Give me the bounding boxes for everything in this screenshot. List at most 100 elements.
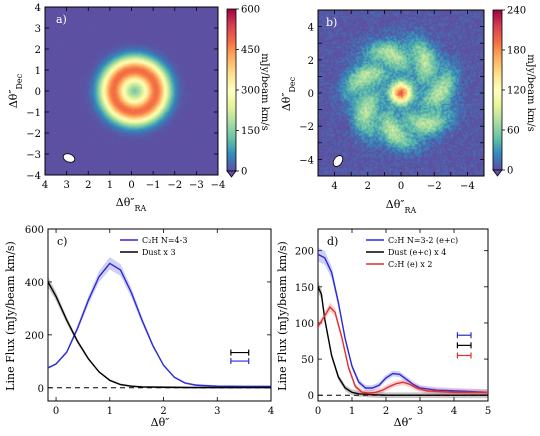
panel-a-beam xyxy=(62,153,76,163)
legend-label-dust-ec: Dust (e+c) x 4 xyxy=(388,248,446,257)
legend-label-c2h-32: C₂H N=3-2 (e+c) xyxy=(388,236,458,245)
panel-a-ylabel: Δθ″Dec xyxy=(7,73,24,108)
x-tick-label: −1 xyxy=(146,180,161,191)
y-tick-label: 2 xyxy=(35,45,41,56)
x-tick-label: −2 xyxy=(427,181,442,192)
panel-a-colorbar xyxy=(226,8,237,172)
colorbar-tick-label: 150 xyxy=(241,126,260,137)
series-line xyxy=(318,253,488,394)
x-tick-label: −3 xyxy=(189,180,204,191)
panel-c-legend: C₂H N=4-3 Dust x 3 xyxy=(120,236,187,257)
panel-d-legend: C₂H N=3-2 (e+c) Dust (e+c) x 4 C₂H (e) x… xyxy=(366,236,458,269)
series-group xyxy=(318,247,488,399)
y-tick-label: 0 xyxy=(308,391,314,402)
panel-a-colorbar-label: mJy/beam km/s xyxy=(259,53,270,131)
colorbar-tick-label: 0 xyxy=(507,166,513,177)
y-tick-label: 3 xyxy=(35,24,41,35)
series-line xyxy=(318,305,488,394)
x-tick-label: 0 xyxy=(398,181,404,192)
y-tick-label: 0 xyxy=(308,89,314,100)
panel-c-plot: 0 1 2 3 4 0 200 400 600 xyxy=(25,225,274,417)
y-tick-label: 0 xyxy=(38,384,44,395)
legend-label-c2h-e: C₂H (e) x 2 xyxy=(388,260,433,269)
y-tick-label: 2 xyxy=(308,56,314,67)
y-tick-label: 4 xyxy=(308,23,314,34)
series-error-band xyxy=(318,247,488,396)
y-tick-label: −1 xyxy=(26,108,41,119)
y-tick-label: 4 xyxy=(35,3,41,14)
y-tick-label: 150 xyxy=(295,283,314,294)
panel-b-yticks: 4 2 0 −2 −4 xyxy=(299,9,484,177)
panel-c-frame xyxy=(47,228,272,402)
y-tick-label: 200 xyxy=(295,247,314,258)
x-tick-label: −4 xyxy=(211,180,226,191)
series-group xyxy=(48,257,271,389)
x-tick-label: 1 xyxy=(349,406,355,417)
x-tick-label: 2 xyxy=(383,406,389,417)
series-line xyxy=(318,286,488,396)
series-line xyxy=(48,281,271,389)
colorbar-tick-label: 180 xyxy=(507,46,526,57)
x-tick-label: 0 xyxy=(53,406,59,417)
y-tick-label: −4 xyxy=(299,155,314,166)
panel-b-beam xyxy=(332,155,344,167)
panel-b-xticks: 4 2 0 −2 −4 xyxy=(317,10,485,192)
x-tick-label: −4 xyxy=(460,181,475,192)
panel-b-heatmap: b) 4 2 0 −2 −4 4 2 0 −2 −4 Δθ″RA Δθ″Dec 240 180 12… xyxy=(280,6,536,215)
panel-d-xlabel: Δθ″ xyxy=(394,416,413,429)
colorbar-tick-label: 450 xyxy=(241,45,260,56)
x-tick-label: 2 xyxy=(85,180,91,191)
y-tick-label: −3 xyxy=(26,150,41,161)
panel-b-colorbar xyxy=(492,9,503,171)
panel-b-ylabel: Δθ″Dec xyxy=(280,76,297,111)
panel-b-label: b) xyxy=(326,16,337,29)
y-tick-label: 0 xyxy=(35,87,41,98)
y-tick-label: −2 xyxy=(26,129,41,140)
colorbar-tick-label: 120 xyxy=(507,86,526,97)
x-tick-label: 1 xyxy=(107,180,113,191)
colorbar-tick-label: 300 xyxy=(241,86,260,97)
x-tick-label: 3 xyxy=(417,406,423,417)
y-tick-label: −2 xyxy=(299,122,314,133)
panel-b-colorbar-ticks: 240 180 120 60 0 xyxy=(502,6,526,177)
panel-c-label: c) xyxy=(57,235,67,248)
x-tick-label: −2 xyxy=(167,180,182,191)
panel-a-xticks: 4 3 2 1 0 −1 −2 −3 −4 xyxy=(42,7,226,191)
series-line xyxy=(48,262,271,388)
x-tick-label: 5 xyxy=(485,406,491,417)
x-tick-label: 0 xyxy=(128,180,134,191)
x-tick-label: 0 xyxy=(315,406,321,417)
x-tick-label: 2 xyxy=(160,406,166,417)
panel-b-xlabel: Δθ″RA xyxy=(386,198,417,215)
y-tick-label: 200 xyxy=(25,331,44,342)
colorbar-tick-label: 600 xyxy=(241,5,260,16)
x-tick-label: 3 xyxy=(63,180,69,191)
panel-c-line-chart: 0 1 2 3 4 0 200 400 600 c) C₂H N=4-3 Dust x 3 Δθ… xyxy=(4,225,274,429)
y-tick-label: 1 xyxy=(35,66,41,77)
series-error-band xyxy=(48,257,271,388)
y-tick-label: 600 xyxy=(25,225,44,236)
panel-a-heatmap: a) 4 3 2 1 0 −1 −2 −3 −4 4 3 2 1 0 −1 −2 −3 −4 Δθ″RA Δθ″… xyxy=(7,3,270,213)
panel-b-colorbar-extend xyxy=(492,169,503,177)
y-tick-label: 50 xyxy=(301,355,314,366)
panel-a-image xyxy=(45,7,218,175)
panel-d-label: d) xyxy=(327,235,338,248)
x-tick-label: 4 xyxy=(42,180,48,191)
y-tick-label: 100 xyxy=(295,319,314,330)
colorbar-tick-label: 60 xyxy=(507,126,520,137)
colorbar-tick-label: 240 xyxy=(507,6,526,17)
x-tick-label: 4 xyxy=(268,406,274,417)
x-tick-label: 4 xyxy=(451,406,457,417)
series-error-band xyxy=(48,276,271,389)
panel-c-xlabel: Δθ″ xyxy=(151,416,170,429)
x-tick-label: 1 xyxy=(107,406,113,417)
colorbar-tick-label: 0 xyxy=(241,167,247,178)
panel-c-ylabel: Line Flux (mJy/beam km/s) xyxy=(4,241,17,391)
panel-d-ylabel: Line Flux (mJy/beam km/s) xyxy=(276,241,289,391)
x-tick-label: 4 xyxy=(331,181,337,192)
panel-b-colorbar-label: mJy/beam km/s xyxy=(525,54,536,132)
y-tick-label: −4 xyxy=(26,171,41,182)
